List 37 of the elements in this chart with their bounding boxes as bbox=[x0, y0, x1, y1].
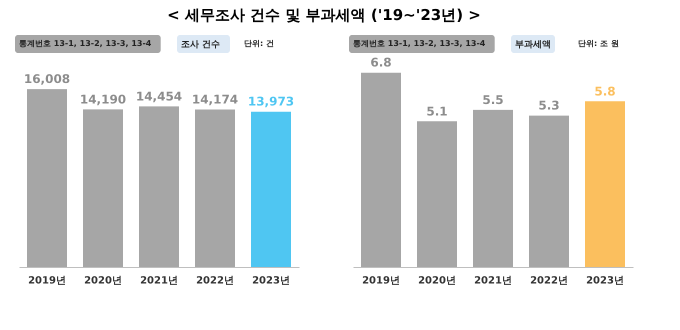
bar bbox=[251, 112, 291, 267]
bar bbox=[361, 72, 401, 267]
x-tick-label: 2022년 bbox=[530, 276, 568, 286]
x-tick-label: 2021년 bbox=[474, 276, 512, 286]
bar bbox=[27, 89, 67, 267]
x-tick-label: 2023년 bbox=[252, 276, 290, 286]
data-label: 13,973 bbox=[248, 94, 294, 109]
x-tick-label: 2019년 bbox=[362, 276, 400, 286]
x-tick-label: 2022년 bbox=[196, 276, 234, 286]
data-label: 14,454 bbox=[136, 89, 182, 104]
chart-title: < 세무조사 건수 및 부과세액 ('19~'23년) > bbox=[167, 6, 481, 24]
x-tick-label: 2019년 bbox=[28, 276, 66, 286]
bar bbox=[139, 106, 179, 267]
bar bbox=[529, 116, 569, 267]
data-label: 16,008 bbox=[24, 72, 70, 86]
bar bbox=[417, 121, 457, 267]
x-tick-label: 2021년 bbox=[140, 276, 178, 286]
data-label: 5.3 bbox=[538, 98, 560, 113]
text: 단위: 건 bbox=[244, 39, 274, 48]
x-tick-label: 2020년 bbox=[418, 276, 456, 286]
x-tick-label: 2023년 bbox=[586, 276, 624, 286]
data-label: 14,190 bbox=[80, 92, 126, 106]
x-tick-label: 2020년 bbox=[84, 276, 122, 286]
data-label: 5.5 bbox=[482, 92, 504, 107]
bar bbox=[195, 110, 235, 267]
data-label: 5.1 bbox=[426, 104, 448, 118]
bar bbox=[585, 101, 625, 267]
text: 단위: 조 원 bbox=[578, 39, 619, 48]
data-label: 6.8 bbox=[370, 56, 392, 70]
data-label: 14,174 bbox=[192, 92, 238, 107]
bar bbox=[83, 109, 123, 267]
text: 통계번호 13-1, 13-2, 13-3, 13-4 bbox=[353, 39, 486, 48]
text: 조사 건수 bbox=[181, 40, 220, 50]
text: 부과세액 bbox=[515, 40, 551, 50]
text: 통계번호 13-1, 13-2, 13-3, 13-4 bbox=[19, 39, 152, 48]
bar bbox=[473, 110, 513, 267]
data-label: 5.8 bbox=[594, 84, 616, 98]
